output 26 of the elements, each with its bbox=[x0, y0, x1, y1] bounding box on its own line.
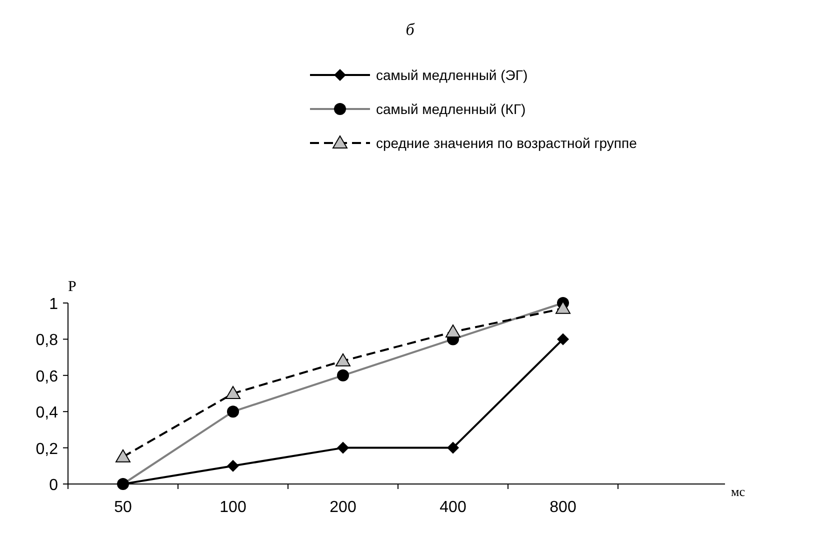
legend-label: самый медленный (КГ) bbox=[376, 101, 526, 117]
point bbox=[226, 386, 240, 399]
point bbox=[447, 442, 459, 454]
y-tick-label: 0,2 bbox=[36, 440, 58, 458]
point bbox=[557, 333, 569, 346]
text: мс bbox=[731, 484, 746, 499]
point bbox=[116, 449, 130, 462]
legend-label: средние значения по возрастной группе bbox=[376, 135, 638, 151]
x-tick-label: 100 bbox=[220, 499, 246, 516]
x-tick-label: 400 bbox=[440, 499, 466, 516]
y-tick-label: 0 bbox=[49, 477, 58, 494]
y-axis-title: P bbox=[68, 279, 76, 295]
point bbox=[227, 460, 239, 472]
y-tick-label: 0,8 bbox=[36, 332, 58, 350]
x-tick-label: 50 bbox=[114, 499, 132, 516]
point bbox=[446, 324, 460, 338]
y-tick-label: 1 bbox=[49, 296, 58, 313]
point bbox=[336, 353, 350, 366]
y-tick-label: 0,4 bbox=[36, 404, 58, 422]
point bbox=[556, 300, 570, 314]
x-tick-label: 800 bbox=[550, 499, 576, 516]
chart-title: б bbox=[406, 20, 415, 39]
legend-label: самый медленный (ЭГ) bbox=[376, 67, 528, 83]
x-tick-label: 200 bbox=[330, 499, 356, 516]
y-tick-label: 0,6 bbox=[36, 368, 58, 386]
point bbox=[337, 442, 349, 454]
